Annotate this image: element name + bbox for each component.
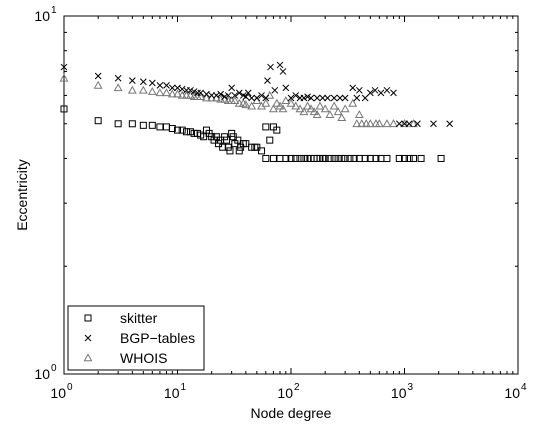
legend-label: skitter: [120, 310, 158, 326]
y-tick-label: 10: [34, 8, 50, 24]
legend: skitter BGP−tables WHOIS: [68, 306, 204, 370]
x-tick-exponent: 4: [521, 382, 527, 393]
x-tick-exponent: 2: [294, 382, 300, 393]
x-tick-exponent: 1: [181, 382, 187, 393]
x-tick-exponent: 3: [408, 382, 414, 393]
y-tick-label: 10: [34, 366, 50, 382]
x-tick-label: 10: [164, 385, 180, 401]
x-tick-exponent: 0: [67, 382, 73, 393]
x-axis-label: Node degree: [251, 405, 332, 421]
y-tick-exponent: 1: [51, 5, 57, 16]
x-tick-label: 10: [504, 385, 520, 401]
y-tick-exponent: 0: [51, 363, 57, 374]
legend-label: BGP−tables: [120, 330, 195, 346]
x-tick-label: 10: [50, 385, 66, 401]
legend-label: WHOIS: [120, 350, 167, 366]
x-tick-label: 10: [391, 385, 407, 401]
x-tick-label: 10: [277, 385, 293, 401]
y-axis-label: Eccentricity: [14, 159, 30, 231]
